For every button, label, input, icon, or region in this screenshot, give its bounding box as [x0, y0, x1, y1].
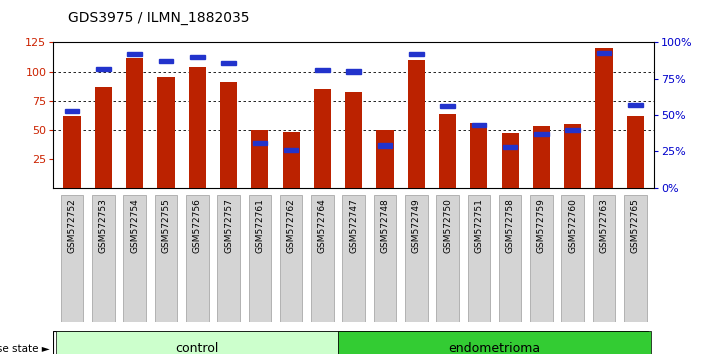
Bar: [220, 82, 237, 188]
Text: GSM572757: GSM572757: [224, 199, 233, 253]
Bar: [284, 148, 299, 152]
Bar: [63, 116, 81, 188]
Bar: [221, 61, 236, 65]
Bar: [190, 55, 205, 59]
Bar: [378, 143, 392, 148]
Text: GSM572747: GSM572747: [349, 199, 358, 253]
Bar: [188, 67, 206, 188]
Text: GDS3975 / ILMN_1882035: GDS3975 / ILMN_1882035: [68, 11, 249, 25]
Bar: [564, 124, 582, 188]
Text: disease state ►: disease state ►: [0, 344, 50, 354]
Text: GSM572760: GSM572760: [568, 199, 577, 253]
Bar: [124, 195, 146, 322]
Bar: [252, 141, 267, 145]
Text: GSM572762: GSM572762: [287, 199, 296, 253]
Bar: [501, 133, 519, 188]
Bar: [92, 195, 114, 322]
Bar: [314, 89, 331, 188]
Bar: [249, 195, 271, 322]
Bar: [628, 103, 643, 107]
Bar: [65, 109, 80, 113]
Bar: [251, 130, 269, 188]
Bar: [311, 195, 333, 322]
Bar: [95, 87, 112, 188]
Text: GSM572754: GSM572754: [130, 199, 139, 253]
Text: GSM572752: GSM572752: [68, 199, 77, 253]
Text: GSM572763: GSM572763: [599, 199, 609, 253]
Bar: [468, 195, 490, 322]
Bar: [534, 132, 549, 136]
Bar: [346, 69, 361, 74]
Bar: [376, 130, 394, 188]
Bar: [437, 195, 459, 322]
Text: control: control: [176, 342, 219, 354]
Bar: [595, 48, 613, 188]
Bar: [338, 331, 651, 354]
Bar: [533, 126, 550, 188]
Text: GSM572751: GSM572751: [474, 199, 483, 253]
Bar: [405, 195, 427, 322]
Text: GSM572758: GSM572758: [506, 199, 515, 253]
Text: endometrioma: endometrioma: [449, 342, 540, 354]
Text: GSM572761: GSM572761: [255, 199, 264, 253]
Bar: [218, 195, 240, 322]
Text: GSM572749: GSM572749: [412, 199, 421, 253]
Bar: [159, 59, 173, 63]
Text: GSM572753: GSM572753: [99, 199, 108, 253]
Bar: [503, 145, 518, 149]
Bar: [56, 331, 338, 354]
Bar: [315, 68, 330, 72]
Bar: [471, 123, 486, 127]
Bar: [530, 195, 552, 322]
Bar: [96, 67, 111, 71]
Bar: [440, 104, 455, 108]
Bar: [470, 122, 488, 188]
Bar: [409, 52, 424, 56]
Bar: [280, 195, 302, 322]
Text: GSM572756: GSM572756: [193, 199, 202, 253]
Bar: [499, 195, 521, 322]
Bar: [157, 77, 175, 188]
Text: GSM572750: GSM572750: [443, 199, 452, 253]
Bar: [562, 195, 584, 322]
Text: GSM572759: GSM572759: [537, 199, 546, 253]
Text: GSM572755: GSM572755: [161, 199, 171, 253]
Bar: [407, 60, 425, 188]
Bar: [626, 116, 644, 188]
Bar: [374, 195, 396, 322]
Text: GSM572765: GSM572765: [631, 199, 640, 253]
Bar: [565, 127, 580, 132]
Bar: [155, 195, 177, 322]
Bar: [126, 58, 144, 188]
Bar: [624, 195, 646, 322]
Bar: [282, 132, 300, 188]
Bar: [597, 51, 611, 55]
Bar: [186, 195, 208, 322]
Bar: [343, 195, 365, 322]
Bar: [61, 195, 83, 322]
Bar: [345, 92, 363, 188]
Text: GSM572748: GSM572748: [380, 199, 390, 253]
Bar: [127, 52, 142, 56]
Bar: [593, 195, 615, 322]
Bar: [439, 114, 456, 188]
Text: GSM572764: GSM572764: [318, 199, 327, 253]
